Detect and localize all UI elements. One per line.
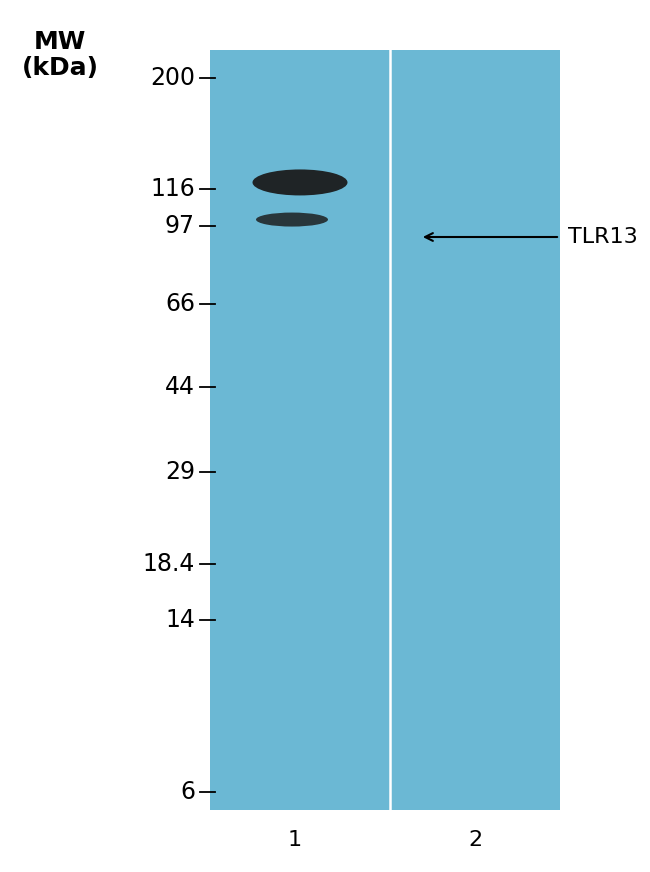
Text: 66: 66 xyxy=(165,292,195,317)
Ellipse shape xyxy=(252,169,348,195)
Text: 44: 44 xyxy=(165,375,195,399)
Text: 2: 2 xyxy=(468,830,482,850)
Text: 200: 200 xyxy=(150,66,195,91)
Text: 1: 1 xyxy=(288,830,302,850)
Text: MW
(kDa): MW (kDa) xyxy=(21,30,99,80)
Ellipse shape xyxy=(256,213,328,227)
Text: 29: 29 xyxy=(165,460,195,484)
Text: 6: 6 xyxy=(180,780,195,804)
Text: 14: 14 xyxy=(165,608,195,632)
Text: 18.4: 18.4 xyxy=(142,552,195,576)
Text: 116: 116 xyxy=(150,177,195,201)
Text: TLR13: TLR13 xyxy=(568,227,638,247)
Text: 97: 97 xyxy=(165,214,195,238)
Bar xyxy=(210,50,560,810)
